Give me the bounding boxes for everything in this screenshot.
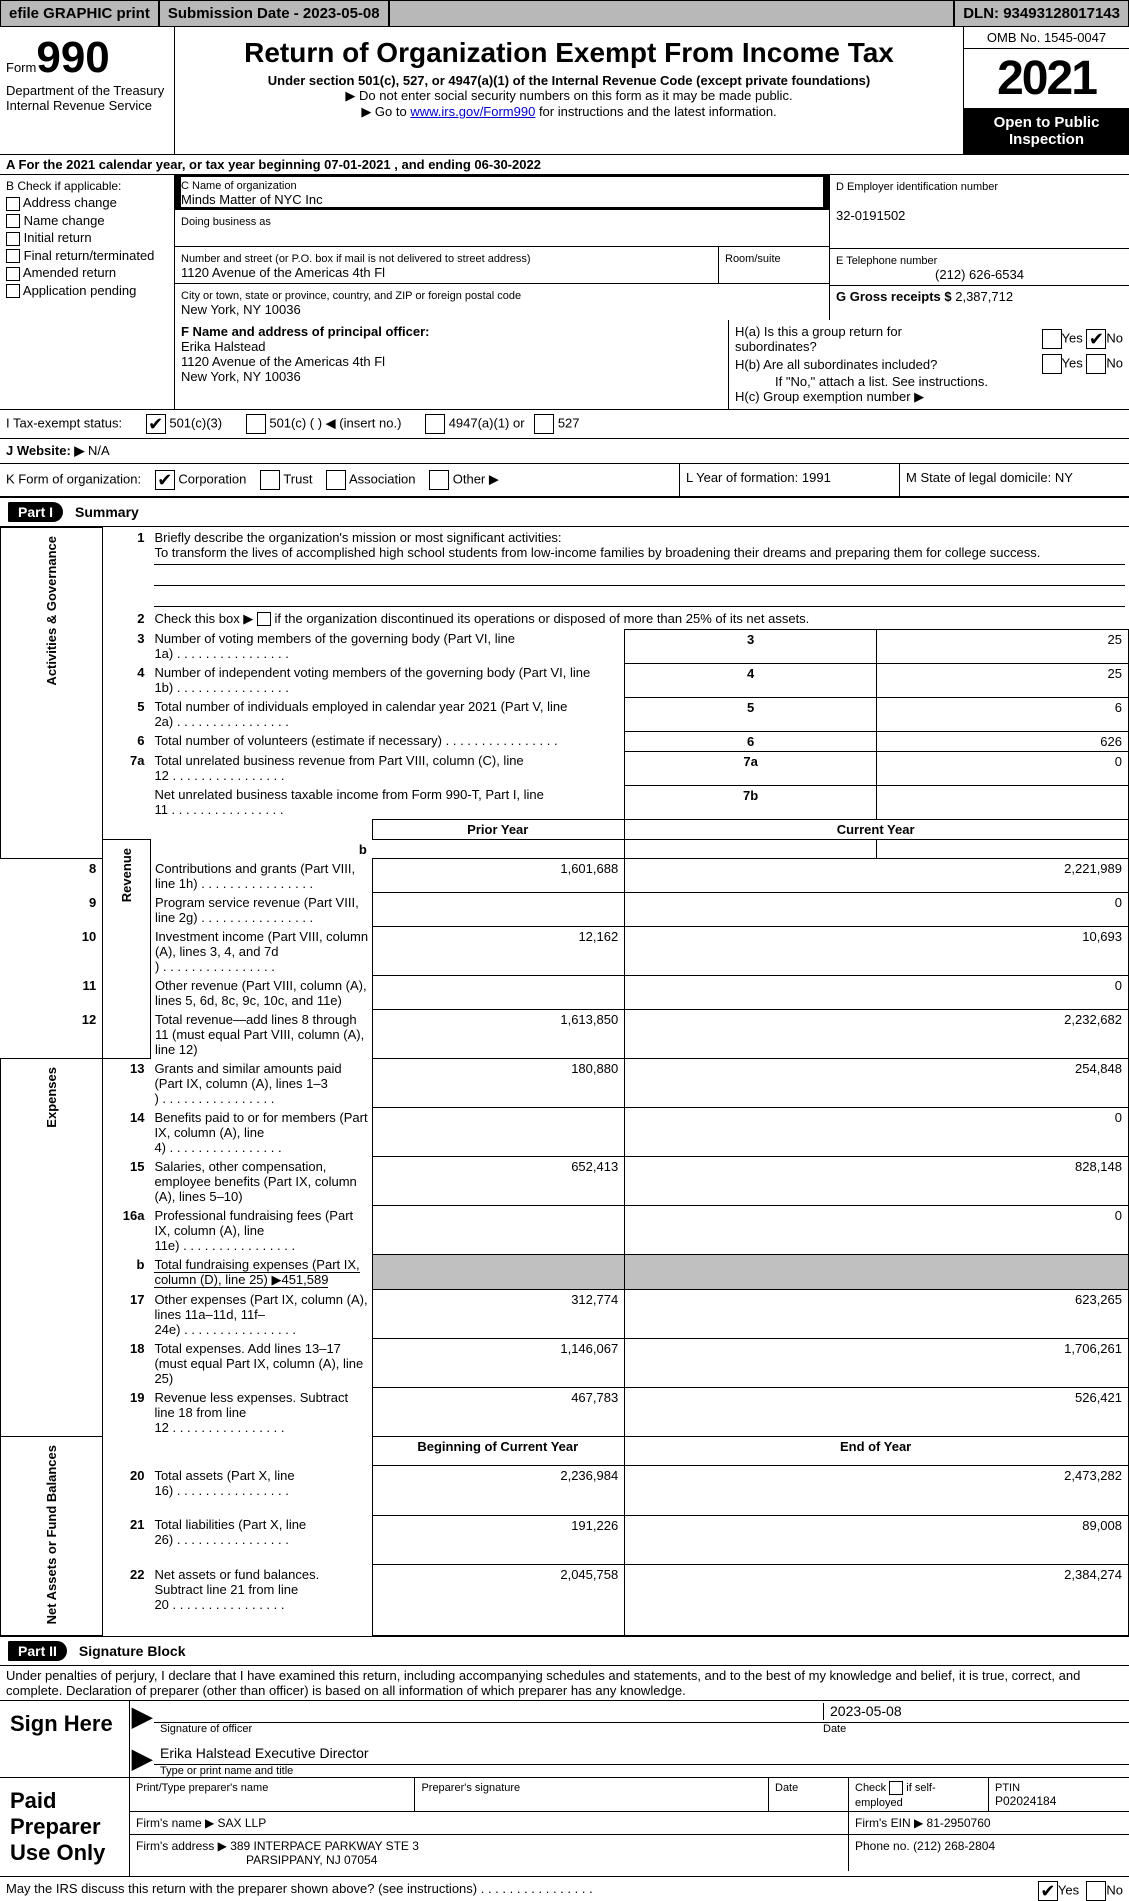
cb-4947[interactable] [425, 414, 445, 434]
vtab-expenses: Expenses [1, 1059, 103, 1437]
cb-amended-return[interactable]: Amended return [6, 265, 168, 281]
city-state-zip: New York, NY 10036 [181, 302, 301, 317]
ptin: P02024184 [995, 1794, 1056, 1808]
efile-print[interactable]: efile GRAPHIC print [1, 1, 160, 26]
ein: 32-0191502 [836, 208, 905, 223]
vtab-revenue: Revenue [103, 840, 151, 1059]
year-formation: 1991 [802, 470, 831, 485]
arrow-icon: ▶ [130, 1743, 154, 1777]
part1-table: Activities & Governance 1 Briefly descri… [0, 527, 1129, 1636]
hb-yes[interactable] [1042, 354, 1062, 374]
website: N/A [84, 443, 109, 458]
firm-addr1: 389 INTERPACE PARKWAY STE 3 [230, 1839, 419, 1853]
cb-name-change[interactable]: Name change [6, 213, 168, 229]
phone: (212) 626-6534 [836, 267, 1123, 282]
form-subtitle: Under section 501(c), 527, or 4947(a)(1)… [185, 73, 953, 88]
open-inspection: Open to Public Inspection [964, 108, 1129, 154]
section-b-to-g: B Check if applicable: Address change Na… [0, 175, 1129, 320]
col-c: C Name of organizationMinds Matter of NY… [175, 175, 829, 320]
cb-initial-return[interactable]: Initial return [6, 230, 168, 246]
vtab-activities: Activities & Governance [1, 528, 103, 859]
header-center: Return of Organization Exempt From Incom… [175, 27, 964, 154]
val-line3: 25 [877, 629, 1129, 663]
ha-yes[interactable] [1042, 329, 1062, 349]
col-f: F Name and address of principal officer:… [175, 320, 729, 409]
submission-date: Submission Date - 2023-05-08 [160, 1, 390, 26]
street-address: 1120 Avenue of the Americas 4th Fl [181, 265, 385, 280]
form-title: Return of Organization Exempt From Incom… [185, 37, 953, 69]
note-ssn: ▶ Do not enter social security numbers o… [185, 88, 953, 104]
note-link: ▶ Go to www.irs.gov/Form990 for instruct… [185, 104, 953, 120]
val-line7a: 0 [877, 751, 1129, 785]
row-i: I Tax-exempt status: 501(c)(3) 501(c) ( … [0, 410, 1129, 439]
org-name: Minds Matter of NYC Inc [181, 192, 323, 207]
officer-printed: Erika Halstead Executive Director [160, 1745, 369, 1762]
val-line6: 626 [877, 731, 1129, 751]
hb-no[interactable] [1086, 354, 1106, 374]
col-b-checkboxes: B Check if applicable: Address change Na… [0, 175, 175, 320]
row-a-tax-year: A For the 2021 calendar year, or tax yea… [0, 155, 1129, 175]
sig-date: 2023-05-08 [823, 1703, 1123, 1720]
header-right: OMB No. 1545-0047 2021 Open to Public In… [964, 27, 1129, 154]
cb-association[interactable] [326, 470, 346, 490]
firm-name: SAX LLP [218, 1816, 267, 1830]
cb-address-change[interactable]: Address change [6, 195, 168, 211]
officer-name: Erika Halstead [181, 339, 266, 354]
cb-527[interactable] [534, 414, 554, 434]
sign-here-row: Sign Here ▶ 2023-05-08 Signature of offi… [0, 1701, 1129, 1778]
gross-receipts: 2,387,712 [955, 289, 1013, 304]
col-d-e-g: D Employer identification number32-01915… [829, 175, 1129, 320]
mission-text: To transform the lives of accomplished h… [154, 545, 1040, 560]
paid-preparer-row: Paid Preparer Use Only Print/Type prepar… [0, 1778, 1129, 1877]
discuss-row: May the IRS discuss this return with the… [0, 1877, 1129, 1901]
discuss-no[interactable] [1086, 1881, 1106, 1901]
firm-phone: (212) 268-2804 [913, 1839, 995, 1853]
row-k-l-m: K Form of organization: Corporation Trus… [0, 464, 1129, 497]
form-header: Form990 Department of the Treasury Inter… [0, 27, 1129, 155]
vtab-netassets: Net Assets or Fund Balances [1, 1437, 103, 1636]
part-i-header: Part I Summary [0, 497, 1129, 527]
omb-number: OMB No. 1545-0047 [964, 27, 1129, 49]
val-line7b [877, 785, 1129, 820]
irs-link[interactable]: www.irs.gov/Form990 [410, 104, 535, 119]
val-line4: 25 [877, 663, 1129, 697]
part-ii-header: Part II Signature Block [0, 1636, 1129, 1666]
state-domicile: NY [1055, 470, 1073, 485]
dln: DLN: 93493128017143 [953, 1, 1128, 26]
cb-self-employed[interactable] [889, 1781, 903, 1795]
header-left: Form990 Department of the Treasury Inter… [0, 27, 175, 154]
row-j: J Website: ▶ N/A [0, 439, 1129, 464]
cb-501c3[interactable] [146, 414, 166, 434]
tax-year: 2021 [964, 49, 1129, 108]
topbar: efile GRAPHIC print Submission Date - 20… [0, 0, 1129, 27]
col-h: H(a) Is this a group return for subordin… [729, 320, 1129, 409]
arrow-icon: ▶ [130, 1701, 154, 1735]
cb-discontinued[interactable] [257, 612, 271, 626]
cb-501c[interactable] [246, 414, 266, 434]
cb-trust[interactable] [260, 470, 280, 490]
ha-no[interactable] [1086, 329, 1106, 349]
cb-other[interactable] [429, 470, 449, 490]
dept-treasury: Department of the Treasury Internal Reve… [6, 83, 168, 113]
cb-final-return[interactable]: Final return/terminated [6, 248, 168, 264]
row-f-h: F Name and address of principal officer:… [0, 320, 1129, 410]
val-line5: 6 [877, 697, 1129, 731]
penalty-statement: Under penalties of perjury, I declare th… [0, 1666, 1129, 1701]
discuss-yes[interactable] [1038, 1881, 1058, 1901]
firm-ein: 81-2950760 [927, 1816, 991, 1830]
cb-corporation[interactable] [155, 470, 175, 490]
cb-application-pending[interactable]: Application pending [6, 283, 168, 299]
